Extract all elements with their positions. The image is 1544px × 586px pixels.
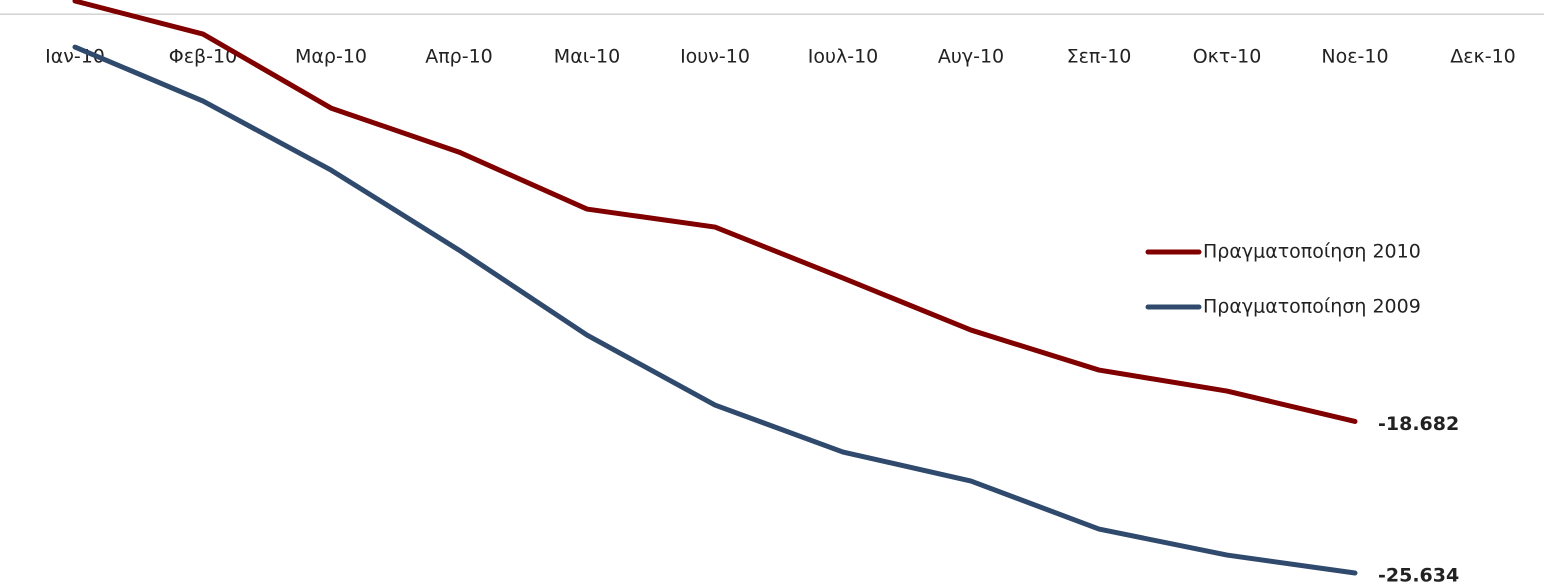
x-tick-label: Απρ-10 bbox=[425, 46, 493, 68]
x-tick-label: Νοε-10 bbox=[1321, 46, 1388, 68]
legend-label: Πραγματοποίηση 2010 bbox=[1203, 241, 1421, 263]
x-tick-label: Οκτ-10 bbox=[1193, 46, 1262, 68]
x-tick-label: Αυγ-10 bbox=[938, 46, 1004, 68]
legend-label: Πραγματοποίηση 2009 bbox=[1203, 296, 1421, 318]
series-line bbox=[72, 0, 1358, 424]
x-tick-label: Ιουν-10 bbox=[680, 46, 750, 68]
x-tick-label: Μαρ-10 bbox=[295, 46, 367, 68]
x-tick-label: Μαι-10 bbox=[554, 46, 620, 68]
x-tick-label: Σεπ-10 bbox=[1067, 46, 1132, 68]
x-tick-label: Ιουλ-10 bbox=[808, 46, 879, 68]
data-label: -18.682 bbox=[1378, 413, 1459, 435]
x-tick-label: Δεκ-10 bbox=[1450, 46, 1516, 68]
data-label: -25.634 bbox=[1378, 565, 1459, 586]
x-tick-label: Φεβ-10 bbox=[169, 46, 237, 68]
series-line bbox=[72, 44, 1358, 576]
